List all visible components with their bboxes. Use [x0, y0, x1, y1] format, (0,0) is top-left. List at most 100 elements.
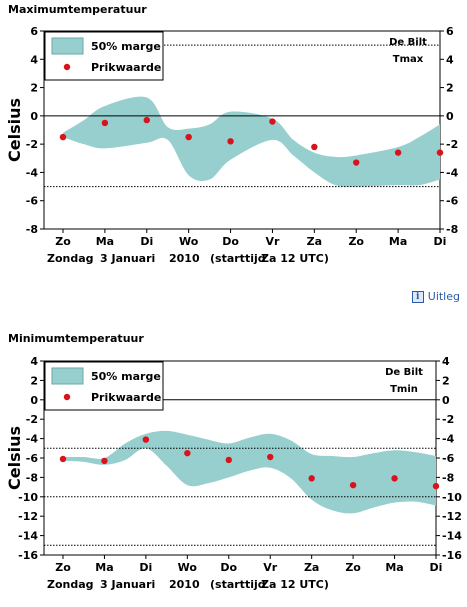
tmin-point [267, 453, 274, 461]
tmin-ytick-label-left: -10 [18, 491, 38, 504]
tmin-legend: 50% marge Prikwaarde [44, 361, 164, 411]
tmin-point [142, 436, 150, 443]
tmin-xtick-label: Zo [55, 561, 71, 574]
tmax-ytick-label-right: -6 [446, 195, 459, 208]
tmin-xlabel-part: Zondag [47, 578, 94, 591]
tmin-legend-dot-label: Prikwaarde [91, 391, 161, 404]
chart-title-max: Maximumtemperatuur [8, 3, 147, 16]
tmin-xtick-label: Ma [385, 561, 403, 574]
tmax-band-50pct [63, 96, 440, 187]
tmax-point [436, 149, 444, 156]
tmax-xlabel-part: (starttijd [210, 252, 266, 265]
tmin-point [349, 481, 357, 489]
tmax-ytick-label-left: 2 [30, 82, 38, 95]
tmin-ytick-label-left: -8 [26, 471, 38, 484]
tmin-xlabel-part: 3 Januari [100, 578, 155, 591]
tmax-ytick-label-right: -4 [446, 166, 459, 179]
tmin-point [391, 475, 398, 482]
tmin-ytick-label-left: -12 [18, 510, 38, 523]
tmin-xtick-label: Di [139, 561, 152, 574]
tmax-ytick-label-right: 4 [446, 53, 454, 66]
tmax-legend: 50% marge Prikwaarde [44, 31, 164, 81]
tmax-xtick-label: Za [307, 235, 322, 248]
tmax-legend-band-swatch [51, 37, 84, 55]
tmax-ytick-label-left: -6 [26, 195, 39, 208]
tmax-station-label: De Bilt [389, 37, 427, 48]
tmin-point [308, 475, 315, 482]
tmin-xtick-label: Wo [178, 561, 198, 574]
tmin-point [184, 449, 191, 457]
tmax-ytick-label-right: -2 [446, 138, 458, 151]
tmax-legend-band-label: 50% marge [91, 40, 161, 53]
tmin-ytick-label-left: -16 [18, 549, 38, 562]
tmax-xtick-label: Di [434, 235, 447, 248]
tmax-point [227, 138, 234, 145]
tmin-ytick-label-right: -14 [442, 530, 462, 543]
tmax-ylabel: Celsius [5, 98, 24, 162]
info-icon: i [411, 290, 424, 303]
tmax-variable-label: Tmax [393, 54, 424, 65]
uitleg-label: Uitleg [427, 290, 460, 303]
tmin-ytick-label-right: -12 [442, 510, 462, 523]
tmax-xtick-label: Zo [348, 235, 364, 248]
tmin-variable-label: Tmin [390, 384, 418, 395]
tmin-ytick-label-right: 2 [442, 374, 450, 387]
tmin-xtick-label: Do [220, 561, 237, 574]
tmax-ytick-label-right: -8 [446, 223, 458, 236]
tmin-chart: 4 4 2 2 0 0 -2 -2 -4 -4 -6 -6 -8 -8 -10 -10 -12 -12 -14 -14… [5, 355, 462, 591]
tmax-point [143, 116, 150, 124]
tmin-xlabel-part: Za 12 UTC) [261, 578, 329, 591]
tmin-ytick-label-right: -10 [442, 491, 462, 504]
tmin-ytick-label-left: 2 [30, 374, 38, 387]
tmin-ytick-label-left: -2 [26, 413, 38, 426]
tmax-xlabel-part: Za 12 UTC) [261, 252, 329, 265]
tmin-ytick-label-left: 0 [30, 394, 38, 407]
tmax-legend-dot-label: Prikwaarde [91, 61, 161, 74]
tmin-ytick-label-left: -4 [26, 433, 39, 446]
chart-title-min: Minimumtemperatuur [8, 332, 144, 345]
tmax-point [101, 119, 109, 127]
tmin-ytick-label-right: -2 [442, 413, 454, 426]
tmin-point [59, 455, 67, 463]
tmin-point [101, 457, 108, 465]
tmax-ytick-label-left: -8 [26, 223, 38, 236]
tmin-station-label: De Bilt [385, 367, 423, 378]
tmin-legend-band-swatch [51, 367, 84, 385]
tmax-xtick-label: Zo [55, 235, 71, 248]
tmax-point [185, 133, 192, 141]
tmin-xtick-label: Di [430, 561, 443, 574]
tmin-point [432, 482, 440, 490]
tmax-chart: 6 6 4 4 2 2 0 0 -2 -2 -4 -4 -6 -6 -8 -8 Zo Ma Di Wo Do Vr Za Zo… [5, 25, 459, 265]
tmin-xtick-label: Za [304, 561, 319, 574]
tmin-legend-band-label: 50% marge [91, 370, 161, 383]
tmin-ytick-label-left: -6 [26, 452, 39, 465]
tmax-ytick-label-right: 6 [446, 25, 454, 38]
tmax-ytick-label-right: 2 [446, 82, 454, 95]
tmax-xtick-label: Ma [96, 235, 114, 248]
tmax-ytick-label-left: 6 [30, 25, 38, 38]
tmin-legend-dot-swatch [63, 393, 71, 401]
tmax-legend-dot-swatch [63, 63, 71, 71]
tmax-xtick-label: Wo [179, 235, 199, 248]
tmax-ytick-label-left: 0 [30, 110, 38, 123]
tmin-ytick-label-left: 4 [30, 355, 38, 368]
tmax-xtick-label: Ma [389, 235, 407, 248]
tmax-ytick-label-right: 0 [446, 110, 454, 123]
uitleg-link[interactable]: i Uitleg [411, 290, 460, 303]
tmax-ytick-label-left: 4 [30, 53, 38, 66]
tmax-ytick-label-left: -2 [26, 138, 38, 151]
tmin-band-50pct [63, 430, 436, 514]
tmin-xlabel-part: 2010 [169, 578, 200, 591]
tmax-xtick-label: Vr [265, 235, 280, 248]
tmin-ylabel: Celsius [5, 426, 24, 490]
tmax-point [353, 159, 360, 166]
tmin-xtick-label: Ma [95, 561, 113, 574]
tmax-point [59, 133, 67, 141]
tmax-point [394, 149, 402, 156]
tmax-xlabel-part: 2010 [169, 252, 200, 265]
tmax-xtick-label: Do [222, 235, 239, 248]
tmin-xlabel-part: (starttijd [210, 578, 266, 591]
tmin-ytick-label-right: 4 [442, 355, 450, 368]
tmin-ytick-label-right: -6 [442, 452, 455, 465]
tmax-xlabel-part: 3 Januari [100, 252, 155, 265]
